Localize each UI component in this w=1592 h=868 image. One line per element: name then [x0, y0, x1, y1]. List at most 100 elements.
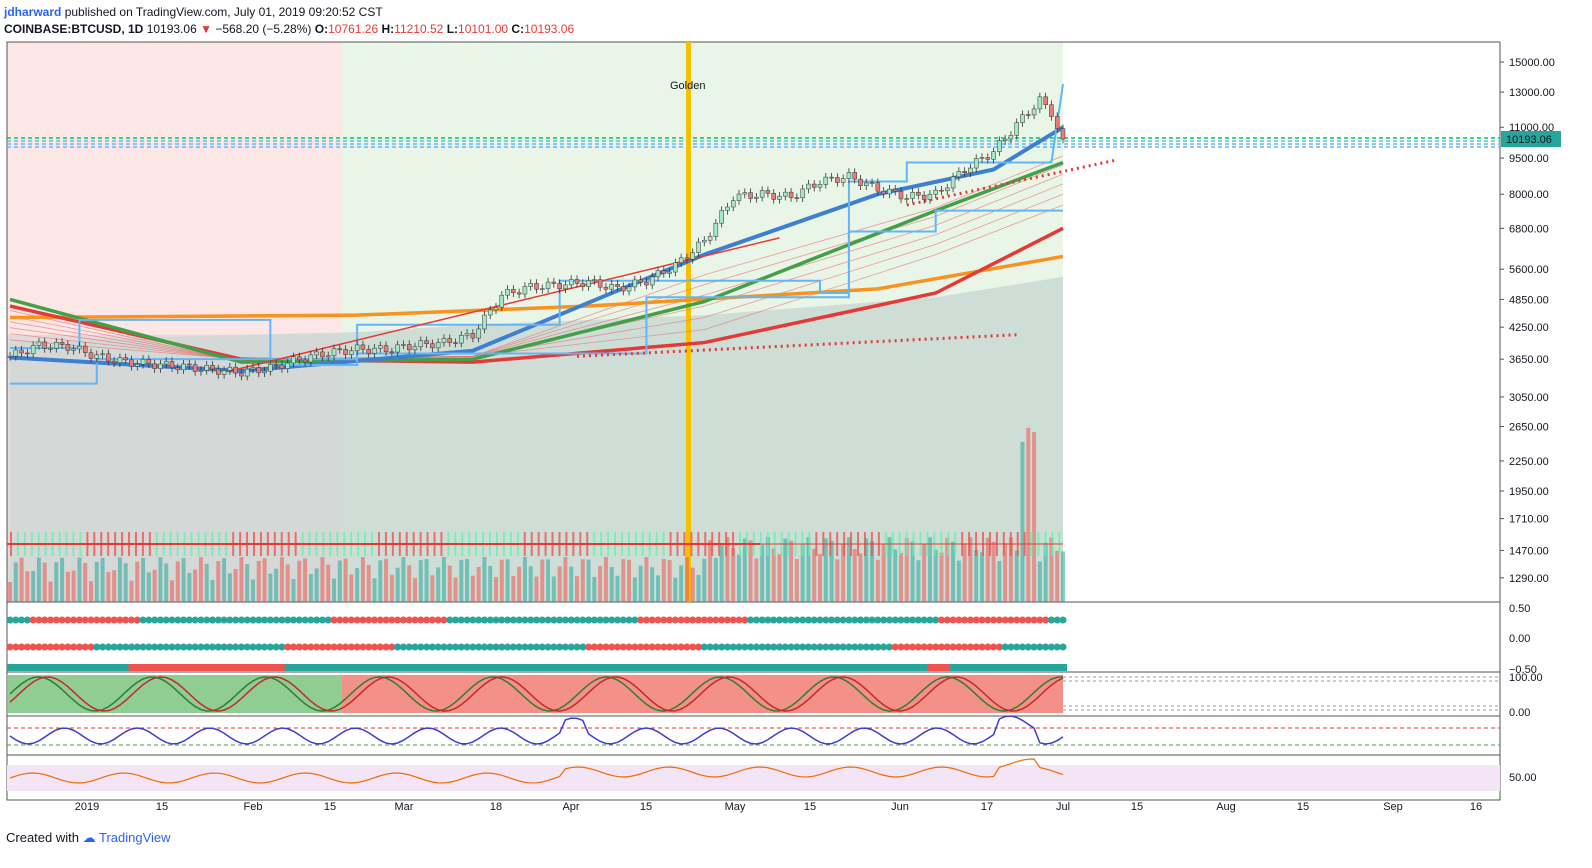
volume-bar	[129, 580, 134, 602]
signal-block	[348, 664, 356, 671]
signal-block	[973, 664, 981, 671]
volume-bar	[656, 575, 660, 602]
volume-bar	[933, 549, 938, 602]
volume-bar	[227, 573, 232, 602]
candle-body	[991, 151, 996, 160]
signal-dot	[133, 643, 141, 651]
candle-body	[273, 364, 279, 366]
signal-dot	[249, 643, 257, 651]
signal-dot	[955, 616, 963, 624]
signal-dot	[509, 643, 517, 651]
signal-dot	[793, 616, 801, 624]
signal-dot	[376, 643, 384, 651]
signal-dot	[399, 643, 407, 651]
signal-dot	[585, 616, 593, 624]
signal-dot	[990, 616, 998, 624]
high-label: H:	[381, 22, 395, 36]
open-value: 10761.26	[328, 22, 379, 36]
volume-bar	[644, 557, 649, 602]
ma-ribbon-line	[9, 173, 1064, 361]
signal-block	[782, 664, 790, 671]
signal-dot	[318, 616, 326, 624]
signal-block	[82, 664, 90, 671]
signal-dot	[29, 616, 37, 624]
signal-dot	[897, 616, 905, 624]
signal-dot	[145, 643, 153, 651]
x-tick-label: 2019	[75, 801, 99, 813]
signal-dot	[151, 616, 159, 624]
signal-dot	[550, 643, 558, 651]
signal-dot	[1042, 643, 1050, 651]
candle-body	[106, 353, 111, 362]
signal-dot	[695, 616, 702, 624]
tradingview-brand[interactable]: TradingView	[99, 830, 171, 845]
signal-dot	[758, 643, 766, 651]
signal-block	[302, 664, 310, 671]
signal-dot	[457, 616, 465, 624]
signal-block	[550, 664, 558, 671]
signal-dot	[787, 643, 795, 651]
signal-block	[284, 664, 292, 671]
signal-dot	[41, 616, 49, 624]
volume-bar	[1032, 432, 1037, 602]
signal-dot	[232, 616, 240, 624]
candle-body	[962, 171, 967, 174]
signal-block	[487, 664, 495, 671]
candle-body	[482, 314, 487, 330]
signal-dot	[284, 643, 292, 651]
x-tick-label: May	[725, 801, 746, 813]
signal-dot	[417, 616, 425, 624]
signal-block	[255, 664, 263, 671]
candle-body	[331, 348, 337, 357]
candle-body	[1060, 128, 1066, 140]
signal-dot	[857, 616, 864, 624]
volume-bar	[476, 567, 481, 602]
signal-dot	[544, 643, 552, 651]
volume-bar	[441, 557, 446, 602]
volume-bar	[823, 538, 828, 602]
candle-body	[262, 370, 267, 374]
signal-block	[892, 664, 900, 671]
candle-body	[314, 351, 319, 356]
signal-dot	[342, 616, 350, 624]
candle-body	[291, 356, 296, 364]
signal-block	[226, 664, 234, 671]
volume-bar	[835, 559, 840, 602]
signal-block	[869, 664, 877, 671]
volume-bar	[696, 574, 701, 602]
signal-dot	[226, 616, 234, 624]
signal-dot	[614, 616, 621, 624]
signal-dot	[156, 643, 164, 651]
signal-block	[898, 664, 905, 671]
candle-body	[140, 359, 146, 365]
volume-bar	[112, 570, 117, 602]
signal-dot	[642, 616, 650, 624]
signal-block	[365, 664, 373, 671]
signal-block	[319, 664, 327, 671]
signal-dot	[359, 643, 367, 651]
candle-body	[979, 157, 985, 159]
candle-body	[933, 189, 938, 195]
author-name[interactable]: jdharward	[4, 5, 62, 19]
volume-bar	[528, 566, 533, 602]
candle-body	[210, 365, 215, 370]
candle-body	[239, 372, 244, 377]
signal-dot	[168, 616, 176, 624]
signal-dot	[764, 643, 772, 651]
tradingview-logo-icon[interactable]: ☁	[82, 830, 96, 845]
candle-body	[152, 363, 157, 369]
volume-bar	[245, 564, 250, 602]
candle-body	[82, 345, 88, 354]
signal-block	[1007, 664, 1015, 671]
signal-dot	[816, 616, 824, 624]
volume-bar	[77, 557, 82, 602]
signal-block	[180, 664, 188, 671]
candle-body	[522, 286, 528, 295]
signal-dot	[851, 643, 859, 651]
candle-body	[603, 286, 609, 290]
signal-dot	[828, 643, 836, 651]
signal-block	[828, 664, 836, 671]
candle-body	[337, 348, 343, 351]
candle-body	[175, 367, 181, 371]
